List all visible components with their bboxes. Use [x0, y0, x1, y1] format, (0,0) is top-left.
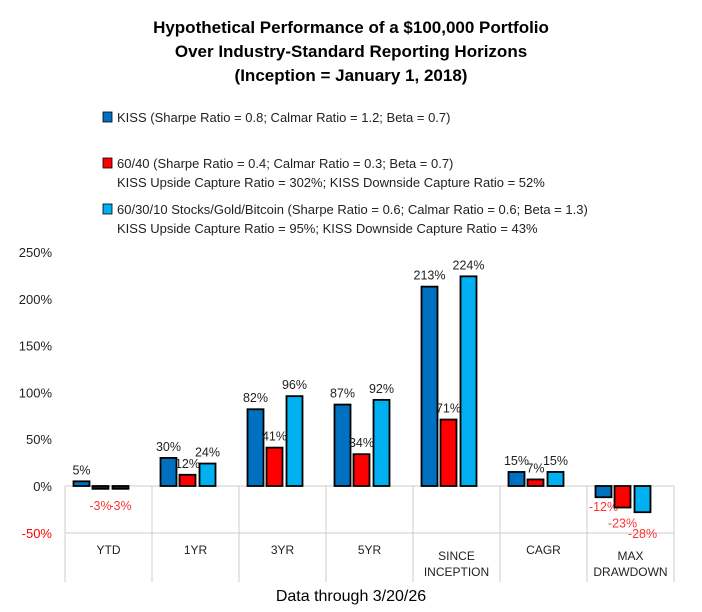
- bar: [91, 485, 110, 490]
- legend-entry: KISS Upside Capture Ratio = 302%; KISS D…: [117, 175, 545, 190]
- y-tick-label: 0%: [33, 479, 52, 494]
- data-label: 15%: [543, 454, 568, 468]
- bar: [178, 473, 197, 487]
- bar: [159, 457, 178, 487]
- bar: [633, 485, 652, 514]
- data-label: -3%: [89, 499, 111, 513]
- y-tick-label: 100%: [19, 385, 53, 400]
- data-label: 87%: [330, 387, 355, 401]
- data-label: 224%: [453, 258, 485, 272]
- data-label: 15%: [504, 454, 529, 468]
- y-tick-label: 50%: [26, 432, 52, 447]
- x-tick-label: SINCE: [438, 549, 475, 563]
- x-tick-label: MAX: [617, 549, 643, 563]
- x-tick-label: 3YR: [271, 543, 295, 557]
- data-label: -12%: [589, 500, 618, 514]
- bar: [246, 408, 265, 487]
- bar: [594, 485, 613, 499]
- data-label: 82%: [243, 391, 268, 405]
- data-label: 92%: [369, 382, 394, 396]
- legend-swatch: [102, 157, 113, 169]
- bar: [507, 471, 526, 487]
- legend-swatch: [102, 111, 113, 123]
- legend-entry: KISS (Sharpe Ratio = 0.8; Calmar Ratio =…: [117, 110, 450, 125]
- bar: [459, 275, 478, 487]
- data-label: 30%: [156, 440, 181, 454]
- bar: [265, 446, 284, 487]
- y-tick-label: 150%: [19, 339, 53, 354]
- y-tick-label: 250%: [19, 245, 53, 260]
- legend-entry: 60/30/10 Stocks/Gold/Bitcoin (Sharpe Rat…: [117, 202, 588, 217]
- data-label: -3%: [109, 499, 131, 513]
- x-tick-label: YTD: [97, 543, 121, 557]
- x-tick-label: 5YR: [358, 543, 382, 557]
- footnote: Data through 3/20/26: [276, 588, 426, 605]
- bar: [420, 285, 439, 487]
- x-tick-label: DRAWDOWN: [593, 565, 667, 579]
- bar: [72, 480, 91, 487]
- bar: [546, 471, 565, 487]
- bar: [526, 478, 545, 487]
- bar: [111, 485, 130, 490]
- x-tick-label: INCEPTION: [424, 565, 489, 579]
- data-label: 34%: [349, 436, 374, 450]
- bar: [352, 453, 371, 487]
- bar: [372, 398, 391, 487]
- data-label: 7%: [526, 461, 544, 475]
- bar: [613, 485, 632, 509]
- y-tick-label: -50%: [22, 526, 53, 541]
- y-tick-label: 200%: [19, 292, 53, 307]
- data-label: 24%: [195, 446, 220, 460]
- bar: [333, 403, 352, 487]
- x-tick-label: CAGR: [526, 543, 561, 557]
- chart-title-line: Hypothetical Performance of a $100,000 P…: [153, 18, 549, 37]
- x-tick-label: 1YR: [184, 543, 208, 557]
- legend-entry: 60/40 (Sharpe Ratio = 0.4; Calmar Ratio …: [117, 156, 453, 171]
- data-label: -23%: [608, 517, 637, 531]
- bar: [439, 418, 458, 487]
- legend-entry: KISS Upside Capture Ratio = 95%; KISS Do…: [117, 221, 538, 236]
- legend-swatch: [102, 203, 113, 215]
- chart-title-line: Over Industry-Standard Reporting Horizon…: [175, 42, 527, 61]
- data-label: 12%: [175, 457, 200, 471]
- data-label: -28%: [628, 527, 657, 541]
- data-label: 5%: [72, 463, 90, 477]
- bar: [285, 395, 304, 487]
- chart-title-line: (Inception = January 1, 2018): [235, 66, 468, 85]
- data-label: 213%: [414, 269, 446, 283]
- data-label: 41%: [262, 430, 287, 444]
- bar: [198, 462, 217, 487]
- data-label: 96%: [282, 378, 307, 392]
- data-label: 71%: [436, 402, 461, 416]
